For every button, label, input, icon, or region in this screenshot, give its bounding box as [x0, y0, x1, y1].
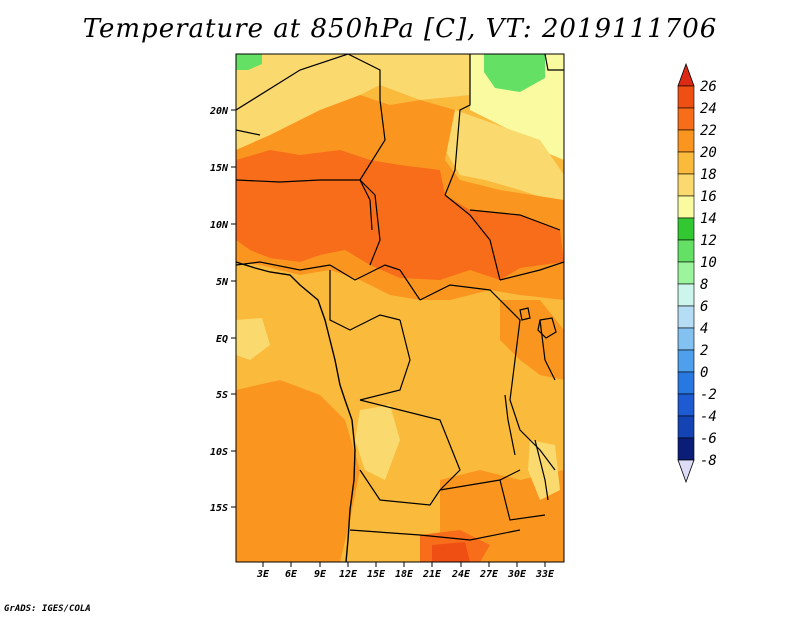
colorbar-label: -4: [700, 409, 717, 425]
lat-label-10s: 10S: [210, 447, 228, 458]
colorbar-label: 22: [700, 123, 717, 139]
map-frame: [235, 53, 565, 563]
colorbar-label: 4: [700, 321, 708, 337]
zone-16-18-east: [445, 110, 564, 205]
lat-label-5s: 5S: [216, 390, 228, 401]
colorbar-swatch: [677, 173, 695, 197]
lon-label-33e: 33E: [535, 569, 555, 580]
lon-label-12e: 12E: [339, 569, 358, 580]
colorbar-swatch: [677, 239, 695, 263]
colorbar: 26 24 22 20 18 16 14 12 10 8 6 4 2 0 -2 …: [677, 62, 717, 484]
lon-label-18e: 18E: [395, 569, 414, 580]
lon-ticks: [262, 562, 546, 567]
map-title: Temperature at 850hPa [C], VT: 201911170…: [82, 14, 718, 44]
colorbar-label: 14: [700, 211, 717, 227]
colorbar-label: -8: [700, 453, 717, 469]
colorbar-swatch: [677, 283, 695, 307]
lon-labels: 3E 6E 9E 12E 15E 18E 21E 24E 27E 30E 33E: [256, 569, 555, 580]
colorbar-swatch: [677, 371, 695, 395]
zone-10-12-nile: [484, 54, 545, 92]
zone-16-18-malawi: [528, 440, 560, 500]
lat-label-15s: 15S: [210, 503, 228, 514]
lon-label-15e: 15E: [367, 569, 386, 580]
colorbar-label: 12: [700, 233, 717, 249]
lon-label-24e: 24E: [451, 569, 471, 580]
colorbar-label: -2: [700, 387, 717, 403]
colorbar-label: 10: [700, 255, 717, 271]
zone-20-22-lakes: [500, 300, 564, 380]
lakes: [504, 307, 557, 501]
zone-16-18-gulf: [236, 318, 270, 360]
lon-label-21e: 21E: [422, 569, 442, 580]
lon-label-30e: 30E: [507, 569, 527, 580]
colorbar-label: 26: [700, 79, 717, 95]
colorbar-label: 6: [700, 299, 708, 315]
colorbar-swatch: [677, 437, 695, 461]
lat-label-15n: 15N: [210, 163, 229, 174]
zone-20-22-southwest: [236, 380, 360, 562]
coastline: [236, 261, 356, 562]
zone-10-12-northwest: [236, 54, 262, 70]
lat-labels: 20N 15N 10N 5N EQ 5S 10S 15S: [209, 106, 229, 514]
colorbar-label: 16: [700, 189, 717, 205]
lon-label-27e: 27E: [479, 569, 499, 580]
colorbar-swatch: [677, 349, 695, 373]
colorbar-label: 24: [700, 101, 717, 117]
lat-label-20n: 20N: [209, 106, 229, 117]
zone-16-18-angola: [355, 405, 400, 480]
colorbar-swatch: [677, 129, 695, 153]
colorbar-swatch: [677, 327, 695, 351]
colorbar-swatch: [677, 415, 695, 439]
colorbar-label: 8: [700, 277, 708, 293]
colorbar-label: 0: [700, 365, 708, 381]
colorbar-swatch: [677, 107, 695, 131]
temperature-field: [236, 54, 564, 562]
colorbar-swatch: [677, 151, 695, 175]
lat-label-10n: 10N: [210, 220, 229, 231]
colorbar-label: 18: [700, 167, 717, 183]
zone-22-24-sahel: [236, 150, 564, 280]
lon-label-9e: 9E: [314, 569, 327, 580]
colorbar-swatch: [677, 305, 695, 329]
colorbar-label: -6: [700, 431, 717, 447]
credit-text: GrADS: IGES/COLA: [4, 604, 91, 614]
colorbar-top-arrow: [677, 62, 695, 87]
lon-label-3e: 3E: [256, 569, 270, 580]
colorbar-swatch: [677, 261, 695, 285]
lon-label-6e: 6E: [285, 569, 298, 580]
colorbar-swatch: [677, 85, 695, 109]
colorbar-bottom-arrow: [677, 459, 695, 484]
colorbar-swatch: [677, 393, 695, 417]
zone-24-26-south: [432, 542, 470, 562]
lat-label-eq: EQ: [216, 334, 228, 345]
colorbar-swatch: [677, 217, 695, 241]
colorbar-label: 2: [700, 343, 708, 359]
colorbar-label: 20: [700, 145, 717, 161]
lat-label-5n: 5N: [216, 277, 229, 288]
lat-ticks: [231, 109, 236, 508]
colorbar-swatch: [677, 195, 695, 219]
country-borders: [236, 54, 564, 541]
